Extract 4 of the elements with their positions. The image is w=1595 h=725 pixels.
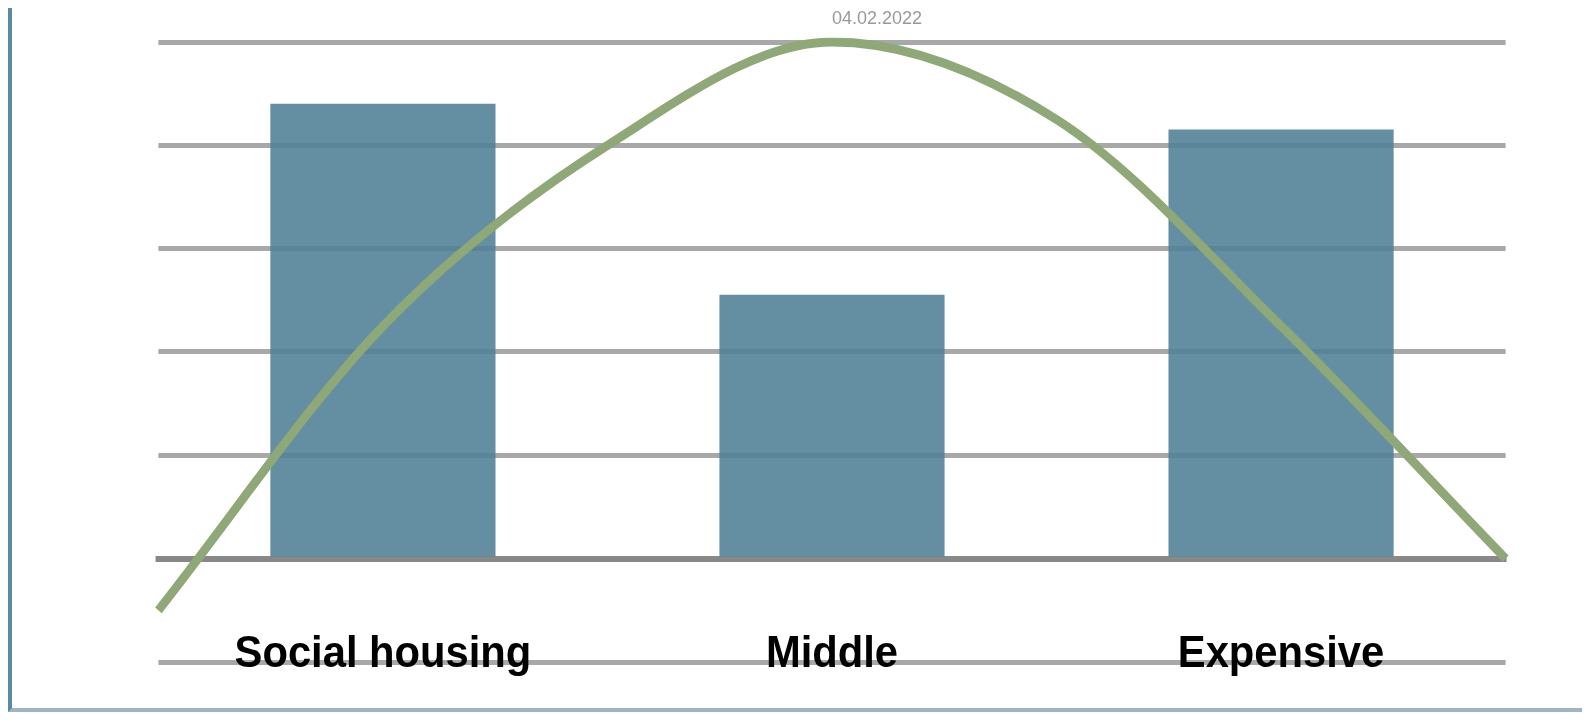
x-tick-label: Middle — [765, 627, 899, 677]
x-tick-label: Expensive — [1177, 627, 1385, 677]
text: 04.02.2022 — [832, 8, 923, 29]
x-tick-label: Social housing — [234, 627, 532, 677]
